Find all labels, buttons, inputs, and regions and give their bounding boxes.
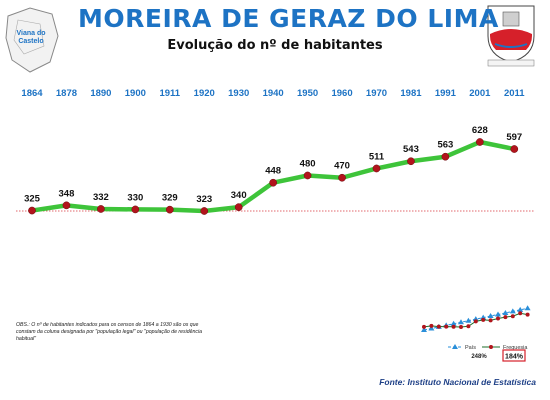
freguesia-point: [481, 317, 486, 322]
freguesia-point: [510, 314, 515, 319]
freguesia-point: [503, 315, 508, 320]
population-point: [372, 164, 381, 173]
freguesia-point: [496, 316, 500, 321]
population-point: [200, 207, 209, 215]
year-tick-label: 1890: [90, 88, 111, 99]
year-tick-label: 1950: [297, 88, 318, 99]
population-data-label: 448: [265, 166, 281, 177]
pais-point: [524, 305, 531, 311]
pais-point: [472, 316, 479, 322]
year-tick-label: 2011: [504, 88, 525, 99]
freguesia-point: [459, 325, 463, 329]
pais-point: [502, 309, 509, 315]
pais-point: [421, 327, 427, 332]
population-point: [97, 205, 105, 213]
year-tick-label: 1900: [125, 88, 146, 99]
pais-legend-marker: [452, 344, 458, 349]
population-data-label: 332: [93, 192, 109, 203]
year-tick-label: 1911: [159, 88, 180, 99]
population-point: [234, 203, 243, 212]
year-tick-label: 1940: [263, 88, 284, 99]
pais-growth-label: 248%: [471, 354, 487, 360]
freguesia-point: [422, 324, 426, 329]
population-data-label: 330: [127, 192, 143, 203]
pais-point: [517, 306, 524, 312]
source-note: Fonte: Instituto Nacional de Estatística: [379, 377, 536, 387]
year-tick-label: 1981: [400, 88, 422, 99]
pais-point: [480, 314, 487, 320]
year-tick-label: 1864: [21, 88, 43, 99]
pais-point: [450, 320, 457, 326]
population-point: [407, 157, 415, 166]
population-data-label: 470: [334, 161, 350, 172]
district-map-icon: [5, 7, 59, 73]
population-data-label: 340: [231, 190, 247, 201]
population-point: [131, 205, 140, 214]
pais-point: [458, 319, 464, 325]
population-point: [165, 205, 174, 214]
population-data-label: 543: [403, 144, 419, 155]
freguesia-point: [473, 319, 478, 324]
freguesia-point: [429, 323, 434, 328]
population-point: [303, 171, 312, 180]
freguesia-legend-label: Freguesia: [503, 345, 528, 351]
pais-point: [495, 311, 501, 317]
population-data-label: 325: [24, 194, 41, 205]
freguesia-growth-box: [502, 349, 526, 362]
pais-point: [487, 313, 494, 319]
pais-point: [509, 308, 516, 314]
population-point: [510, 145, 519, 153]
freguesia-legend-marker: [489, 345, 493, 349]
population-point: [338, 173, 346, 182]
year-tick-label: 1991: [435, 88, 457, 99]
population-point: [62, 201, 71, 210]
population-data-label: 323: [196, 194, 212, 205]
population-point: [441, 152, 450, 161]
coat-of-arms-icon: [487, 5, 535, 67]
freguesia-point: [525, 312, 530, 317]
pais-legend-label: País: [465, 345, 476, 351]
population-data-label: 511: [369, 151, 385, 162]
freguesia-point: [451, 324, 456, 329]
pais-point: [428, 325, 435, 331]
year-tick-label: 1960: [331, 88, 352, 99]
year-tick-label: 1878: [56, 88, 77, 99]
year-tick-label: 2001: [469, 88, 491, 99]
pais-point: [465, 317, 472, 323]
population-data-label: 329: [162, 193, 178, 204]
population-point: [28, 206, 36, 215]
population-data-label: 628: [472, 125, 488, 136]
chart-subtitle: Evolução do nº de habitantes: [167, 38, 383, 53]
year-tick-label: 1970: [366, 88, 387, 99]
year-tick-label: 1930: [228, 88, 249, 99]
freguesia-point: [436, 324, 441, 329]
freguesia-point: [466, 324, 471, 329]
population-data-label: 480: [300, 158, 316, 169]
freguesia-point: [444, 324, 449, 329]
map-label: Viana do Castelo: [16, 30, 46, 45]
population-point: [269, 178, 277, 187]
freguesia-growth-label: 184%: [505, 354, 524, 361]
freguesia-point: [518, 311, 523, 316]
year-tick-label: 1920: [194, 88, 215, 99]
population-data-label: 348: [59, 188, 75, 199]
population-data-label: 597: [506, 132, 522, 143]
page-title: MOREIRA DE GERAZ DO LIMA: [78, 4, 499, 33]
obs-note: OBS.: O nº de habitantes indicados para …: [16, 322, 203, 342]
population-data-label: 563: [437, 140, 453, 151]
inset-chart: País Freguesia 248% 184%: [421, 305, 531, 362]
population-point: [476, 138, 484, 146]
freguesia-point: [488, 318, 493, 323]
